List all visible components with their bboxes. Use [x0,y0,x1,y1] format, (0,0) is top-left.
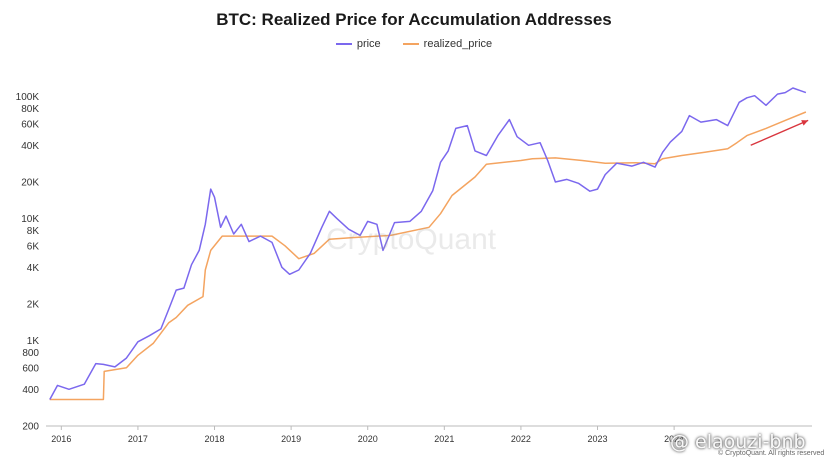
chart-title: BTC: Realized Price for Accumulation Add… [216,10,612,29]
legend-swatch-price [335,43,352,45]
y-tick-label-8k: 8K [27,226,40,237]
y-tick-label-10k: 10K [21,214,39,225]
annotation-arrowhead-0 [801,120,809,126]
series-line-price [49,87,807,400]
x-tick-label-2023: 2023 [588,434,608,444]
x-tick-label-2016: 2016 [51,434,71,444]
y-tick-label-200: 200 [22,422,39,433]
y-tick-label-2k: 2K [27,300,40,311]
x-tick-label-2021: 2021 [434,434,454,444]
y-tick-label-4k: 4K [27,263,40,274]
x-tick-label-2022: 2022 [511,434,531,444]
legend-item-realized-price[interactable]: realized_price [402,38,493,50]
y-tick-label-1k: 1K [27,336,40,347]
y-tick-label-400: 400 [22,385,39,396]
y-tick-label-6k: 6K [27,241,40,252]
watermark: CryptoQuant [326,223,497,256]
user-handle: @ elaouzi-bnb [670,431,806,453]
x-tick-label-2020: 2020 [358,434,378,444]
x-tick-label-2017: 2017 [128,434,148,444]
x-tick-label-2024: 2024 [664,434,684,444]
x-tick-label-2018: 2018 [205,434,225,444]
legend-label-price: price [356,38,381,50]
y-tick-label-800: 800 [22,348,39,359]
legend-item-price[interactable]: price [335,38,381,50]
copyright-text: © CryptoQuant. All rights reserved [718,450,825,457]
legend: price realized_price [0,38,828,50]
y-tick-label-60k: 60K [21,119,39,130]
series-line-realized-price [49,111,807,401]
x-tick-label-2019: 2019 [281,434,301,444]
y-tick-label-80k: 80K [21,104,39,115]
legend-label-realized-price: realized_price [423,38,493,50]
y-tick-label-40k: 40K [21,141,39,152]
y-tick-label-600: 600 [22,363,39,374]
legend-swatch-realized-price [402,43,419,45]
annotation-arrow-0 [750,119,809,146]
y-tick-label-100k: 100K [16,92,40,103]
y-tick-label-20k: 20K [21,178,39,189]
